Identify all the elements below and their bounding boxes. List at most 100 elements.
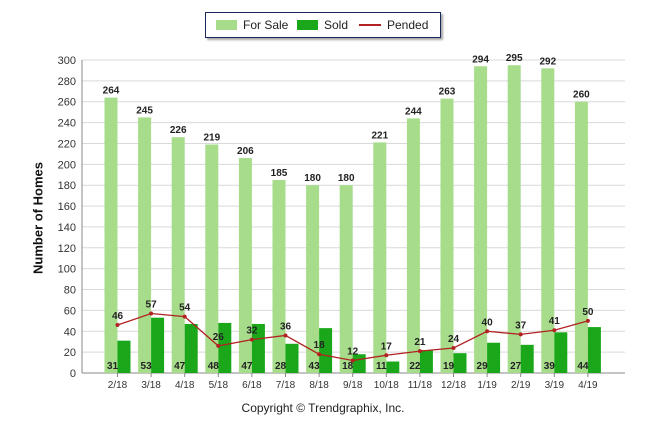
sold-bar: [587, 327, 601, 373]
for-sale-data-label: 263: [439, 87, 456, 98]
for-sale-bar: [238, 158, 252, 373]
x-tick-label: 1/19: [477, 380, 497, 391]
x-tick-label: 6/18: [242, 380, 262, 391]
for-sale-data-label: 295: [506, 53, 523, 64]
for-sale-data-label: 180: [304, 173, 321, 184]
y-tick-label: 40: [64, 326, 76, 338]
x-tick-label: 8/18: [309, 380, 329, 391]
pended-data-label: 36: [280, 321, 292, 332]
pended-data-label: 37: [515, 320, 527, 331]
legend-item-for-sale: For Sale: [216, 13, 288, 37]
pended-point: [317, 352, 322, 357]
x-tick-label: 9/18: [343, 380, 363, 391]
sold-data-label: 19: [443, 361, 455, 372]
y-tick-label: 220: [58, 138, 76, 150]
sold-data-label: 47: [241, 361, 253, 372]
for-sale-bar: [138, 117, 152, 373]
for-sale-data-label: 206: [237, 146, 254, 157]
sold-bar: [319, 328, 333, 373]
sold-data-label: 18: [342, 361, 354, 372]
sold-data-label: 22: [409, 361, 421, 372]
pended-point: [518, 332, 523, 337]
for-sale-bar: [507, 65, 521, 373]
x-tick-label: 4/19: [578, 380, 598, 391]
pended-data-label: 24: [448, 334, 460, 345]
y-tick-label: 0: [70, 368, 76, 380]
for-sale-bar: [474, 66, 488, 373]
pended-point: [552, 328, 557, 333]
for-sale-bar: [339, 185, 353, 373]
sold-bar: [117, 340, 131, 373]
y-tick-label: 300: [58, 55, 76, 67]
sold-data-label: 53: [141, 361, 153, 372]
pended-data-label: 41: [549, 316, 561, 327]
sold-bar: [386, 361, 400, 373]
sold-data-label: 44: [577, 361, 589, 372]
sold-bar: [151, 317, 165, 373]
pended-data-label: 17: [381, 341, 393, 352]
sold-data-label: 31: [107, 361, 119, 372]
pended-data-label: 57: [146, 300, 158, 311]
for-sale-swatch: [216, 20, 237, 30]
sold-data-label: 28: [275, 361, 287, 372]
sold-data-label: 47: [174, 361, 186, 372]
x-tick-label: 2/18: [108, 380, 128, 391]
sold-data-label: 29: [477, 361, 489, 372]
pended-point: [216, 343, 221, 348]
pended-data-label: 32: [246, 326, 258, 337]
for-sale-data-label: 260: [573, 90, 590, 101]
for-sale-bar: [406, 118, 420, 373]
for-sale-data-label: 292: [539, 56, 556, 67]
y-axis-label: Number of Homes: [30, 162, 46, 274]
sold-bar: [453, 353, 467, 373]
sold-bar: [218, 322, 232, 373]
legend: For Sale Sold Pended: [205, 12, 441, 38]
pended-point: [384, 353, 389, 358]
legend-label-sold: Sold: [324, 18, 349, 32]
copyright-footer: Copyright © Trendgraphix, Inc.: [241, 401, 405, 415]
y-tick-label: 280: [58, 76, 76, 88]
pended-point: [149, 311, 154, 316]
sold-bar: [487, 342, 501, 373]
y-tick-label: 20: [64, 347, 76, 359]
for-sale-data-label: 180: [338, 173, 355, 184]
sold-data-label: 43: [309, 361, 321, 372]
y-tick-label: 200: [58, 159, 76, 171]
pended-point: [350, 358, 355, 363]
pended-point: [115, 323, 120, 328]
pended-point: [485, 329, 490, 334]
pended-point: [585, 318, 590, 323]
x-tick-label: 4/18: [175, 380, 195, 391]
pended-data-label: 50: [582, 307, 594, 318]
pended-point: [451, 345, 456, 350]
pended-point: [249, 337, 254, 342]
for-sale-bar: [171, 137, 185, 373]
for-sale-bar: [373, 142, 387, 373]
for-sale-bar: [541, 68, 555, 373]
for-sale-bar: [306, 185, 320, 373]
pended-data-label: 40: [482, 317, 494, 328]
y-tick-label: 240: [58, 118, 76, 130]
sold-bar: [554, 332, 568, 373]
pended-point: [417, 349, 422, 354]
pended-data-label: 54: [179, 303, 191, 314]
sold-bar: [184, 323, 198, 373]
for-sale-bar: [440, 98, 454, 373]
pended-data-label: 26: [213, 332, 225, 343]
y-tick-label: 140: [58, 222, 76, 234]
y-tick-label: 260: [58, 97, 76, 109]
for-sale-data-label: 221: [371, 130, 388, 141]
x-tick-label: 11/18: [408, 380, 433, 391]
pended-point: [283, 333, 288, 338]
x-tick-label: 5/18: [209, 380, 229, 391]
y-tick-label: 100: [58, 264, 76, 276]
legend-item-sold: Sold: [297, 13, 348, 37]
sold-bar: [251, 323, 265, 373]
for-sale-bar: [574, 101, 588, 373]
sold-data-label: 48: [208, 361, 220, 372]
for-sale-bar: [272, 179, 286, 373]
sold-bar: [285, 343, 299, 373]
legend-label-for-sale: For Sale: [243, 18, 289, 32]
pended-data-label: 12: [347, 346, 359, 357]
